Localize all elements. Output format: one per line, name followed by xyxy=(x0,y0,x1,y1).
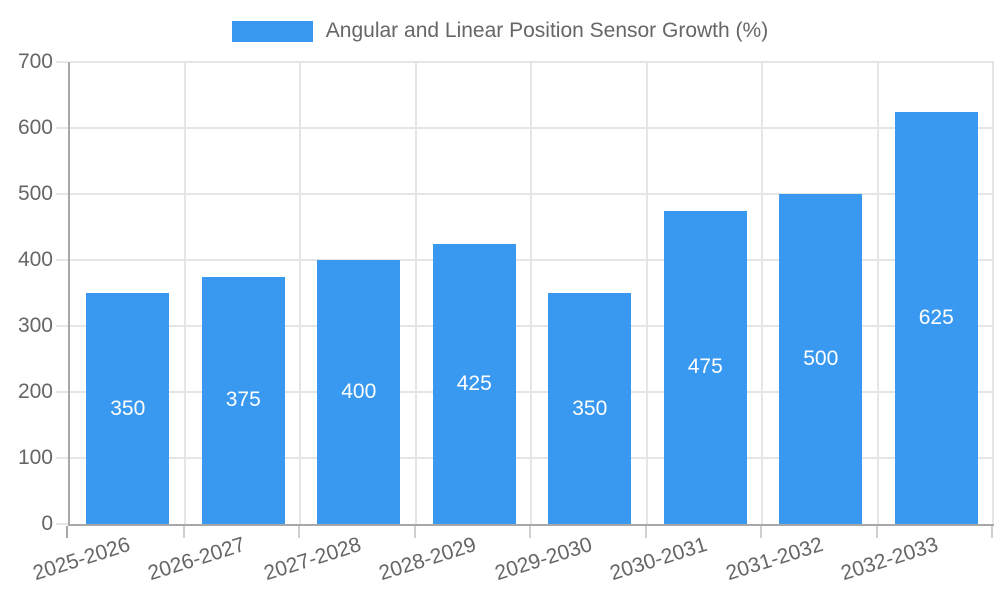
bar-value-label: 625 xyxy=(918,305,954,329)
y-axis-tick xyxy=(56,61,68,63)
x-axis-tick xyxy=(182,526,185,538)
legend-swatch-icon xyxy=(231,20,313,42)
gridline-horizontal xyxy=(70,193,994,195)
gridline-vertical xyxy=(183,62,186,524)
chart-legend[interactable]: Angular and Linear Position Sensor Growt… xyxy=(0,19,1000,43)
x-axis-tick xyxy=(298,526,300,538)
bar[interactable] xyxy=(201,276,285,524)
y-axis-tick-label: 100 xyxy=(17,446,53,469)
y-axis-tick xyxy=(56,523,68,525)
y-axis-tick xyxy=(56,193,68,195)
y-axis-tick xyxy=(56,325,68,327)
gridline-vertical xyxy=(761,62,763,524)
x-axis-tick xyxy=(760,526,762,538)
gridline-vertical xyxy=(530,62,532,524)
bar[interactable] xyxy=(432,243,516,524)
y-axis-tick-label: 500 xyxy=(17,182,53,205)
y-axis-tick-label: 0 xyxy=(41,512,53,535)
gridline-vertical xyxy=(299,62,301,524)
y-axis-tick-label: 400 xyxy=(17,248,53,271)
x-axis-tick xyxy=(66,526,68,538)
legend-label: Angular and Linear Position Sensor Growt… xyxy=(325,19,769,42)
x-axis-tick xyxy=(644,526,647,538)
gridline-vertical xyxy=(992,62,994,524)
y-axis-tick-label: 200 xyxy=(17,380,53,403)
bar-value-label: 350 xyxy=(110,396,146,420)
bar[interactable] xyxy=(317,260,401,524)
bar[interactable] xyxy=(86,293,170,524)
bar-value-label: 425 xyxy=(456,371,492,395)
bar-value-label: 400 xyxy=(341,380,377,403)
bar[interactable] xyxy=(894,111,978,524)
bar-value-label: 350 xyxy=(572,396,608,420)
gridline-vertical xyxy=(414,62,417,524)
gridline-vertical xyxy=(645,62,648,524)
y-axis-tick-label: 300 xyxy=(17,314,53,337)
y-axis-tick xyxy=(56,259,68,261)
bar-value-label: 500 xyxy=(803,347,839,370)
gridline-horizontal xyxy=(70,61,994,63)
gridline-horizontal xyxy=(70,259,994,261)
y-axis-tick-label: 700 xyxy=(17,50,53,73)
bar-value-label: 475 xyxy=(687,355,723,379)
gridline-vertical xyxy=(876,62,879,524)
plot-area: 350 375 400 425 350 475 500 625 xyxy=(68,61,994,526)
gridline-horizontal xyxy=(70,457,994,459)
y-axis-tick xyxy=(56,391,68,393)
bar[interactable] xyxy=(548,293,632,524)
bar-value-label: 375 xyxy=(225,388,261,412)
y-axis-tick-label: 600 xyxy=(17,116,53,139)
y-axis-tick xyxy=(56,127,68,129)
gridline-horizontal xyxy=(70,325,994,327)
y-axis-tick xyxy=(56,457,68,459)
x-axis-tick xyxy=(529,526,531,538)
x-axis-tick xyxy=(991,526,993,538)
gridline-horizontal xyxy=(70,391,994,393)
x-axis-tick xyxy=(413,526,416,538)
bar[interactable] xyxy=(663,210,747,524)
bar[interactable] xyxy=(779,194,863,524)
gridline-horizontal xyxy=(70,127,994,129)
x-axis-tick xyxy=(875,526,878,538)
